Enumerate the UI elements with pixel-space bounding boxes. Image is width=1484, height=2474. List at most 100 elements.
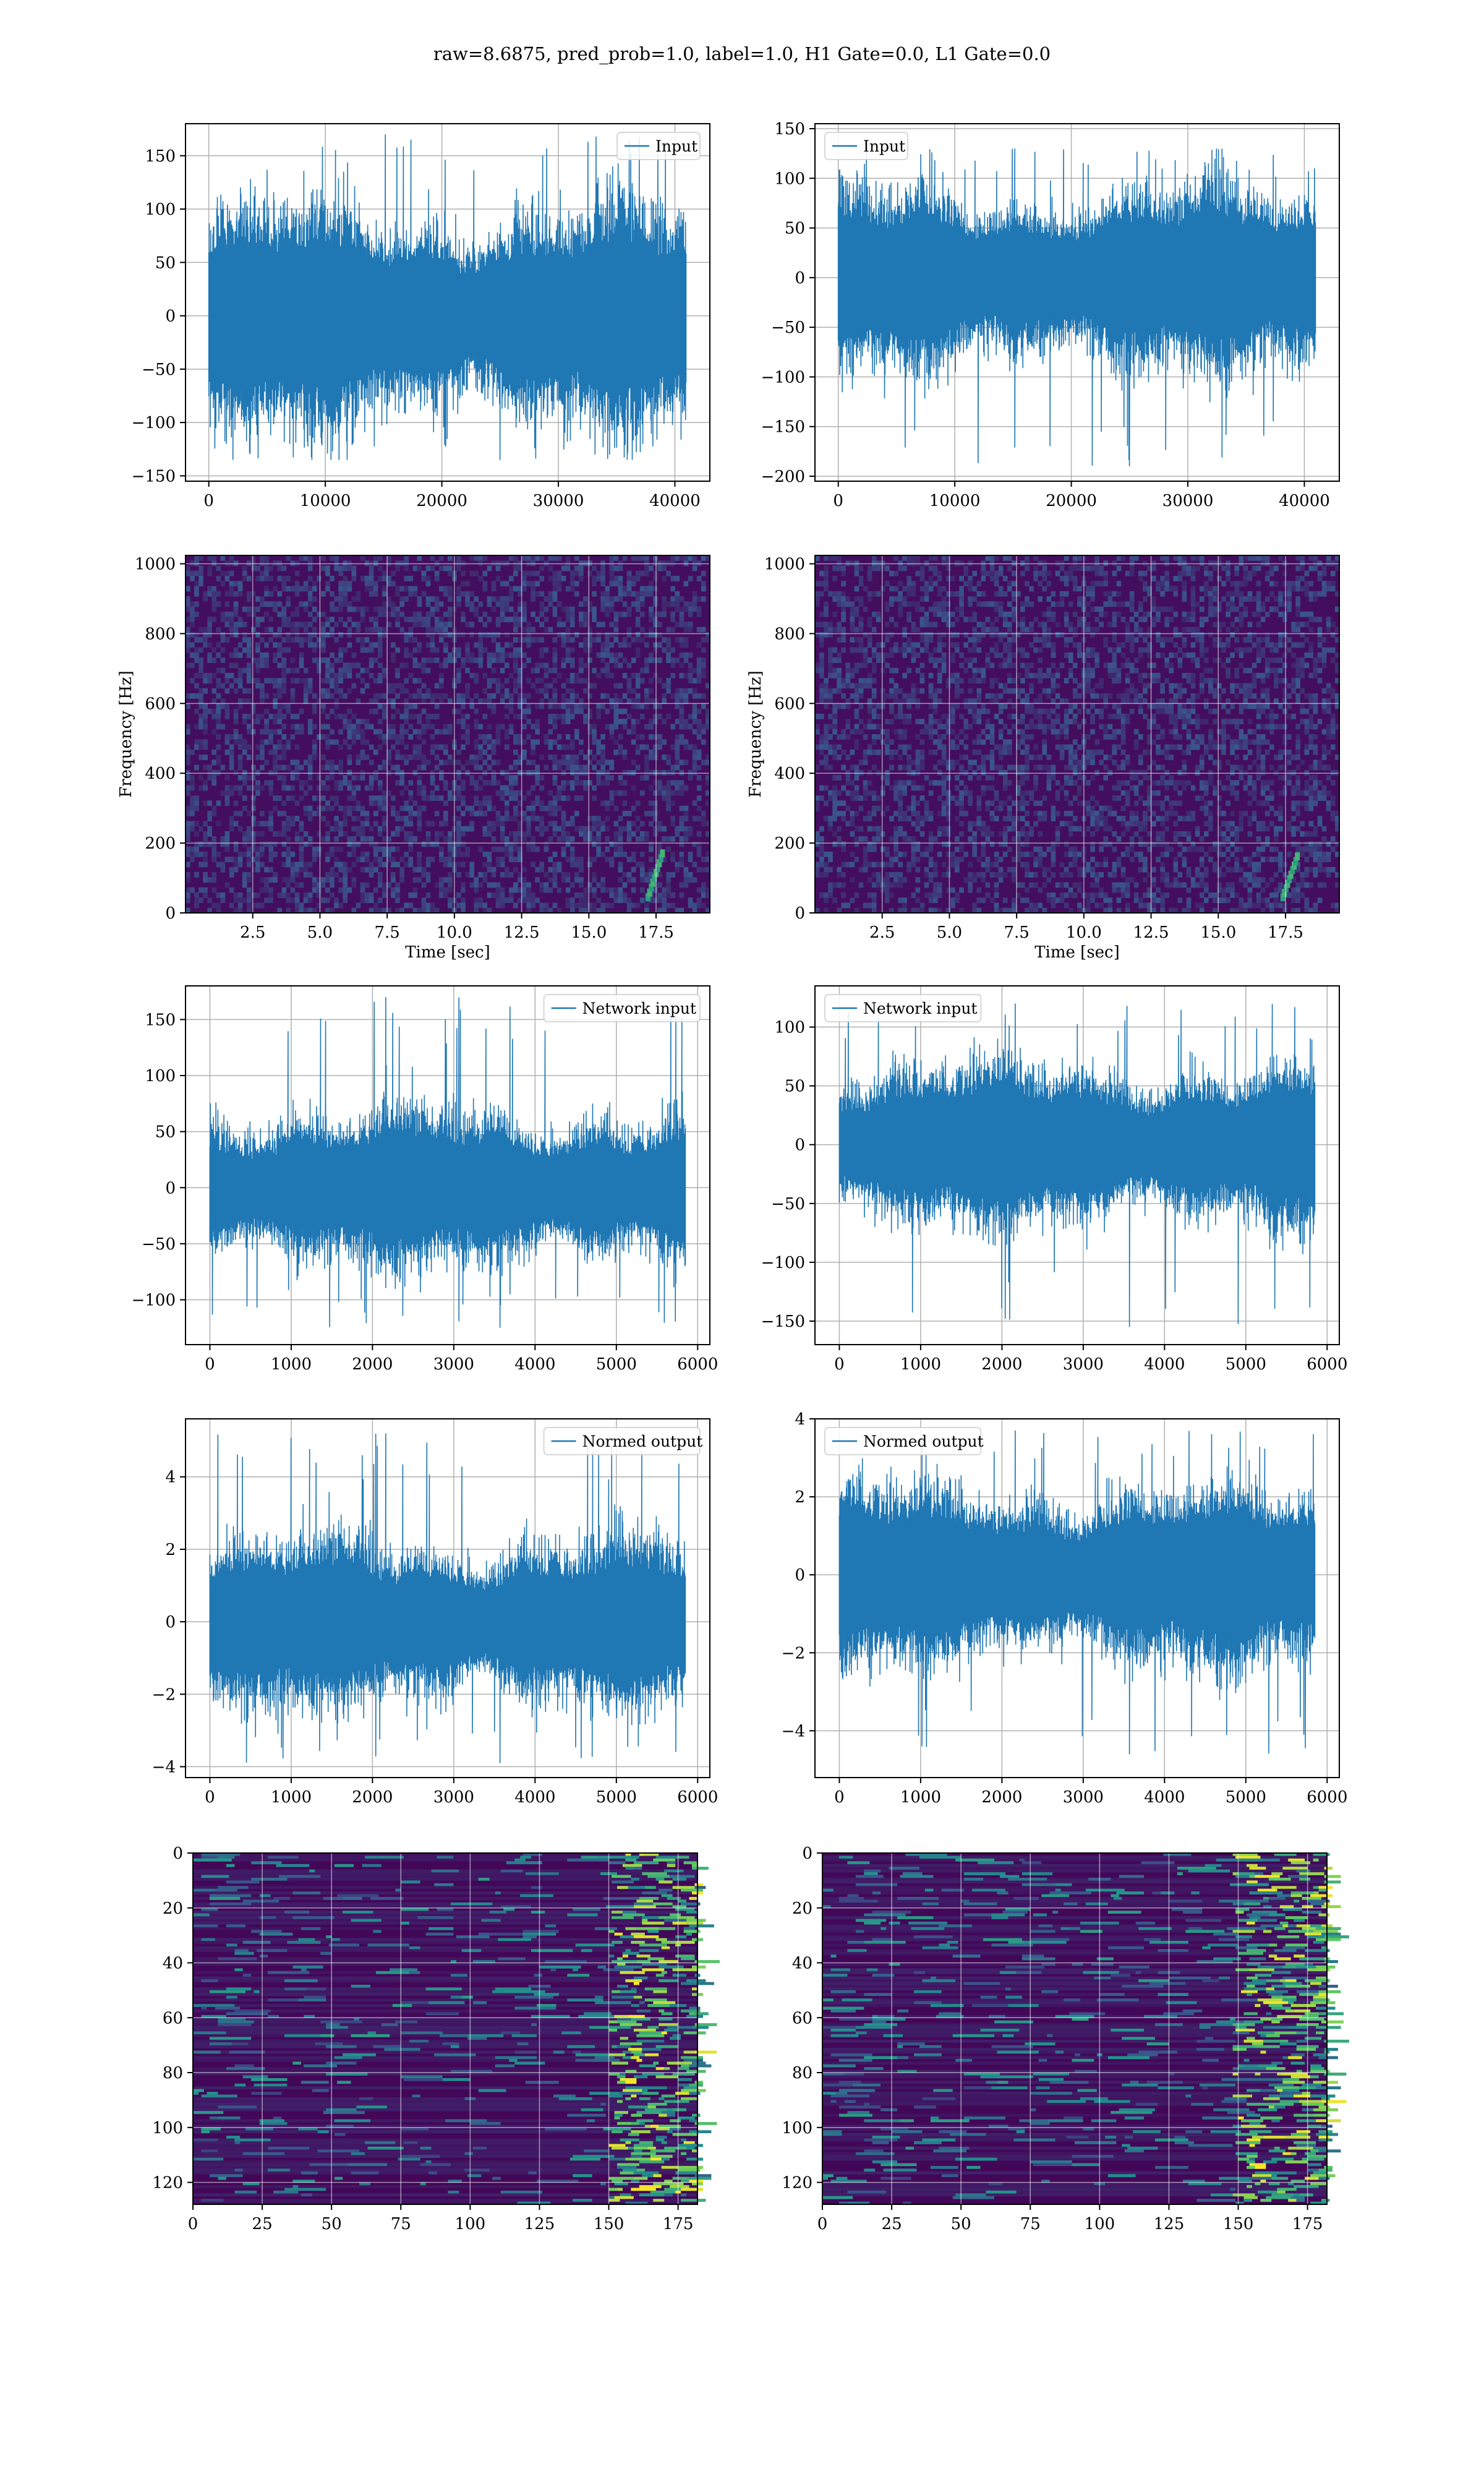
heatmap-cell xyxy=(395,846,400,852)
heatmap-cell xyxy=(985,657,991,663)
heatmap-cell xyxy=(657,790,662,796)
heatmap-cell xyxy=(474,897,479,904)
heatmap-cell xyxy=(425,631,431,638)
heatmap-cell xyxy=(635,678,641,684)
heatmap-cell xyxy=(688,775,693,781)
heatmap-cell xyxy=(618,662,623,669)
heatmap-cell xyxy=(246,647,252,653)
heatmap-cell xyxy=(1002,657,1008,663)
heatmap-cell xyxy=(491,606,497,612)
heatmap-cell xyxy=(421,729,427,735)
heatmap-cell xyxy=(338,902,343,909)
heatmap-cell xyxy=(1059,601,1065,607)
heatmap-cell xyxy=(605,816,610,821)
heatmap-cell xyxy=(1094,565,1099,571)
heatmap-cell xyxy=(605,887,610,893)
heatmap-cell xyxy=(1099,622,1104,628)
heatmap-cell xyxy=(662,611,667,617)
heatmap-cell xyxy=(1038,581,1043,587)
heatmap-cell xyxy=(207,672,212,678)
heatmap-cell xyxy=(662,785,667,791)
heatmap-cell xyxy=(522,795,527,801)
heatmap-cell xyxy=(264,760,269,766)
heatmap-cell xyxy=(377,576,383,581)
heatmap-cell xyxy=(277,688,283,694)
heatmap-cell xyxy=(347,601,352,607)
heatmap-cell xyxy=(325,851,330,857)
heatmap-cell xyxy=(237,734,243,740)
heatmap-cell xyxy=(644,755,649,760)
heatmap-cell xyxy=(356,785,361,791)
heatmap-cell xyxy=(325,622,330,628)
heatmap-cell xyxy=(657,734,662,740)
heatmap-cell xyxy=(955,631,960,638)
heatmap-cell xyxy=(1317,591,1323,597)
heatmap-cell xyxy=(474,795,479,801)
heatmap-cell xyxy=(552,867,558,873)
heatmap-cell xyxy=(377,897,383,904)
heatmap-cell xyxy=(377,662,383,669)
heatmap-cell xyxy=(307,805,313,811)
heatmap-cell xyxy=(242,719,247,725)
heatmap-cell xyxy=(334,560,339,567)
heatmap-cell xyxy=(535,769,540,776)
heatmap-cell xyxy=(1291,642,1296,648)
heatmap-cell xyxy=(277,775,283,781)
heatmap-cell xyxy=(474,764,479,771)
heatmap-cell xyxy=(237,897,243,904)
heatmap-cell xyxy=(644,560,649,567)
heatmap-cell xyxy=(924,560,929,567)
heatmap-cell xyxy=(522,755,527,760)
heatmap-cell xyxy=(474,719,479,725)
heatmap-cell xyxy=(312,749,317,755)
heatmap-cell xyxy=(1107,596,1113,602)
heatmap-cell xyxy=(343,816,348,821)
heatmap-cell xyxy=(448,729,453,735)
heatmap-cell xyxy=(500,683,505,689)
heatmap-cell xyxy=(692,755,697,760)
heatmap-cell xyxy=(1038,647,1043,653)
heatmap-cell xyxy=(456,836,461,842)
heatmap-cell xyxy=(286,708,291,714)
heatmap-cell xyxy=(391,831,396,837)
heatmap-cell xyxy=(1199,642,1205,648)
heatmap-cell xyxy=(203,739,208,745)
heatmap-cell xyxy=(1217,637,1222,643)
heatmap-cell xyxy=(382,846,387,852)
heatmap-cell xyxy=(1199,606,1205,612)
heatmap-cell xyxy=(535,637,540,643)
heatmap-cell xyxy=(565,703,571,709)
heatmap-cell xyxy=(391,601,396,607)
heatmap-cell xyxy=(377,652,383,658)
heatmap-cell xyxy=(518,678,522,684)
heatmap-cell xyxy=(626,581,632,587)
heatmap-cell xyxy=(666,887,671,893)
heatmap-cell xyxy=(190,631,195,638)
heatmap-cell xyxy=(294,816,300,821)
heatmap-cell xyxy=(600,882,605,888)
heatmap-cell xyxy=(609,560,615,567)
heatmap-cell xyxy=(871,667,877,674)
heatmap-cell xyxy=(518,821,522,827)
heatmap-cell xyxy=(216,755,221,760)
heatmap-cell xyxy=(434,744,440,750)
heatmap-cell xyxy=(1164,555,1169,561)
heatmap-cell xyxy=(399,907,404,914)
heatmap-cell xyxy=(1264,570,1270,576)
heatmap-cell xyxy=(569,836,575,842)
heatmap-cell xyxy=(321,816,326,821)
heatmap-cell xyxy=(1077,642,1082,648)
heatmap-cell xyxy=(858,627,864,633)
heatmap-cell xyxy=(569,882,575,888)
heatmap-cell xyxy=(194,831,199,837)
heatmap-cell xyxy=(303,780,309,786)
heatmap-cell xyxy=(898,647,903,653)
heatmap-cell xyxy=(233,862,239,868)
heatmap-cell xyxy=(583,622,588,628)
heatmap-cell xyxy=(330,907,335,914)
heatmap-cell xyxy=(211,672,217,678)
heatmap-cell xyxy=(531,627,535,633)
heatmap-cell xyxy=(824,581,829,587)
heatmap-cell xyxy=(408,857,414,863)
heatmap-cell xyxy=(246,611,252,617)
